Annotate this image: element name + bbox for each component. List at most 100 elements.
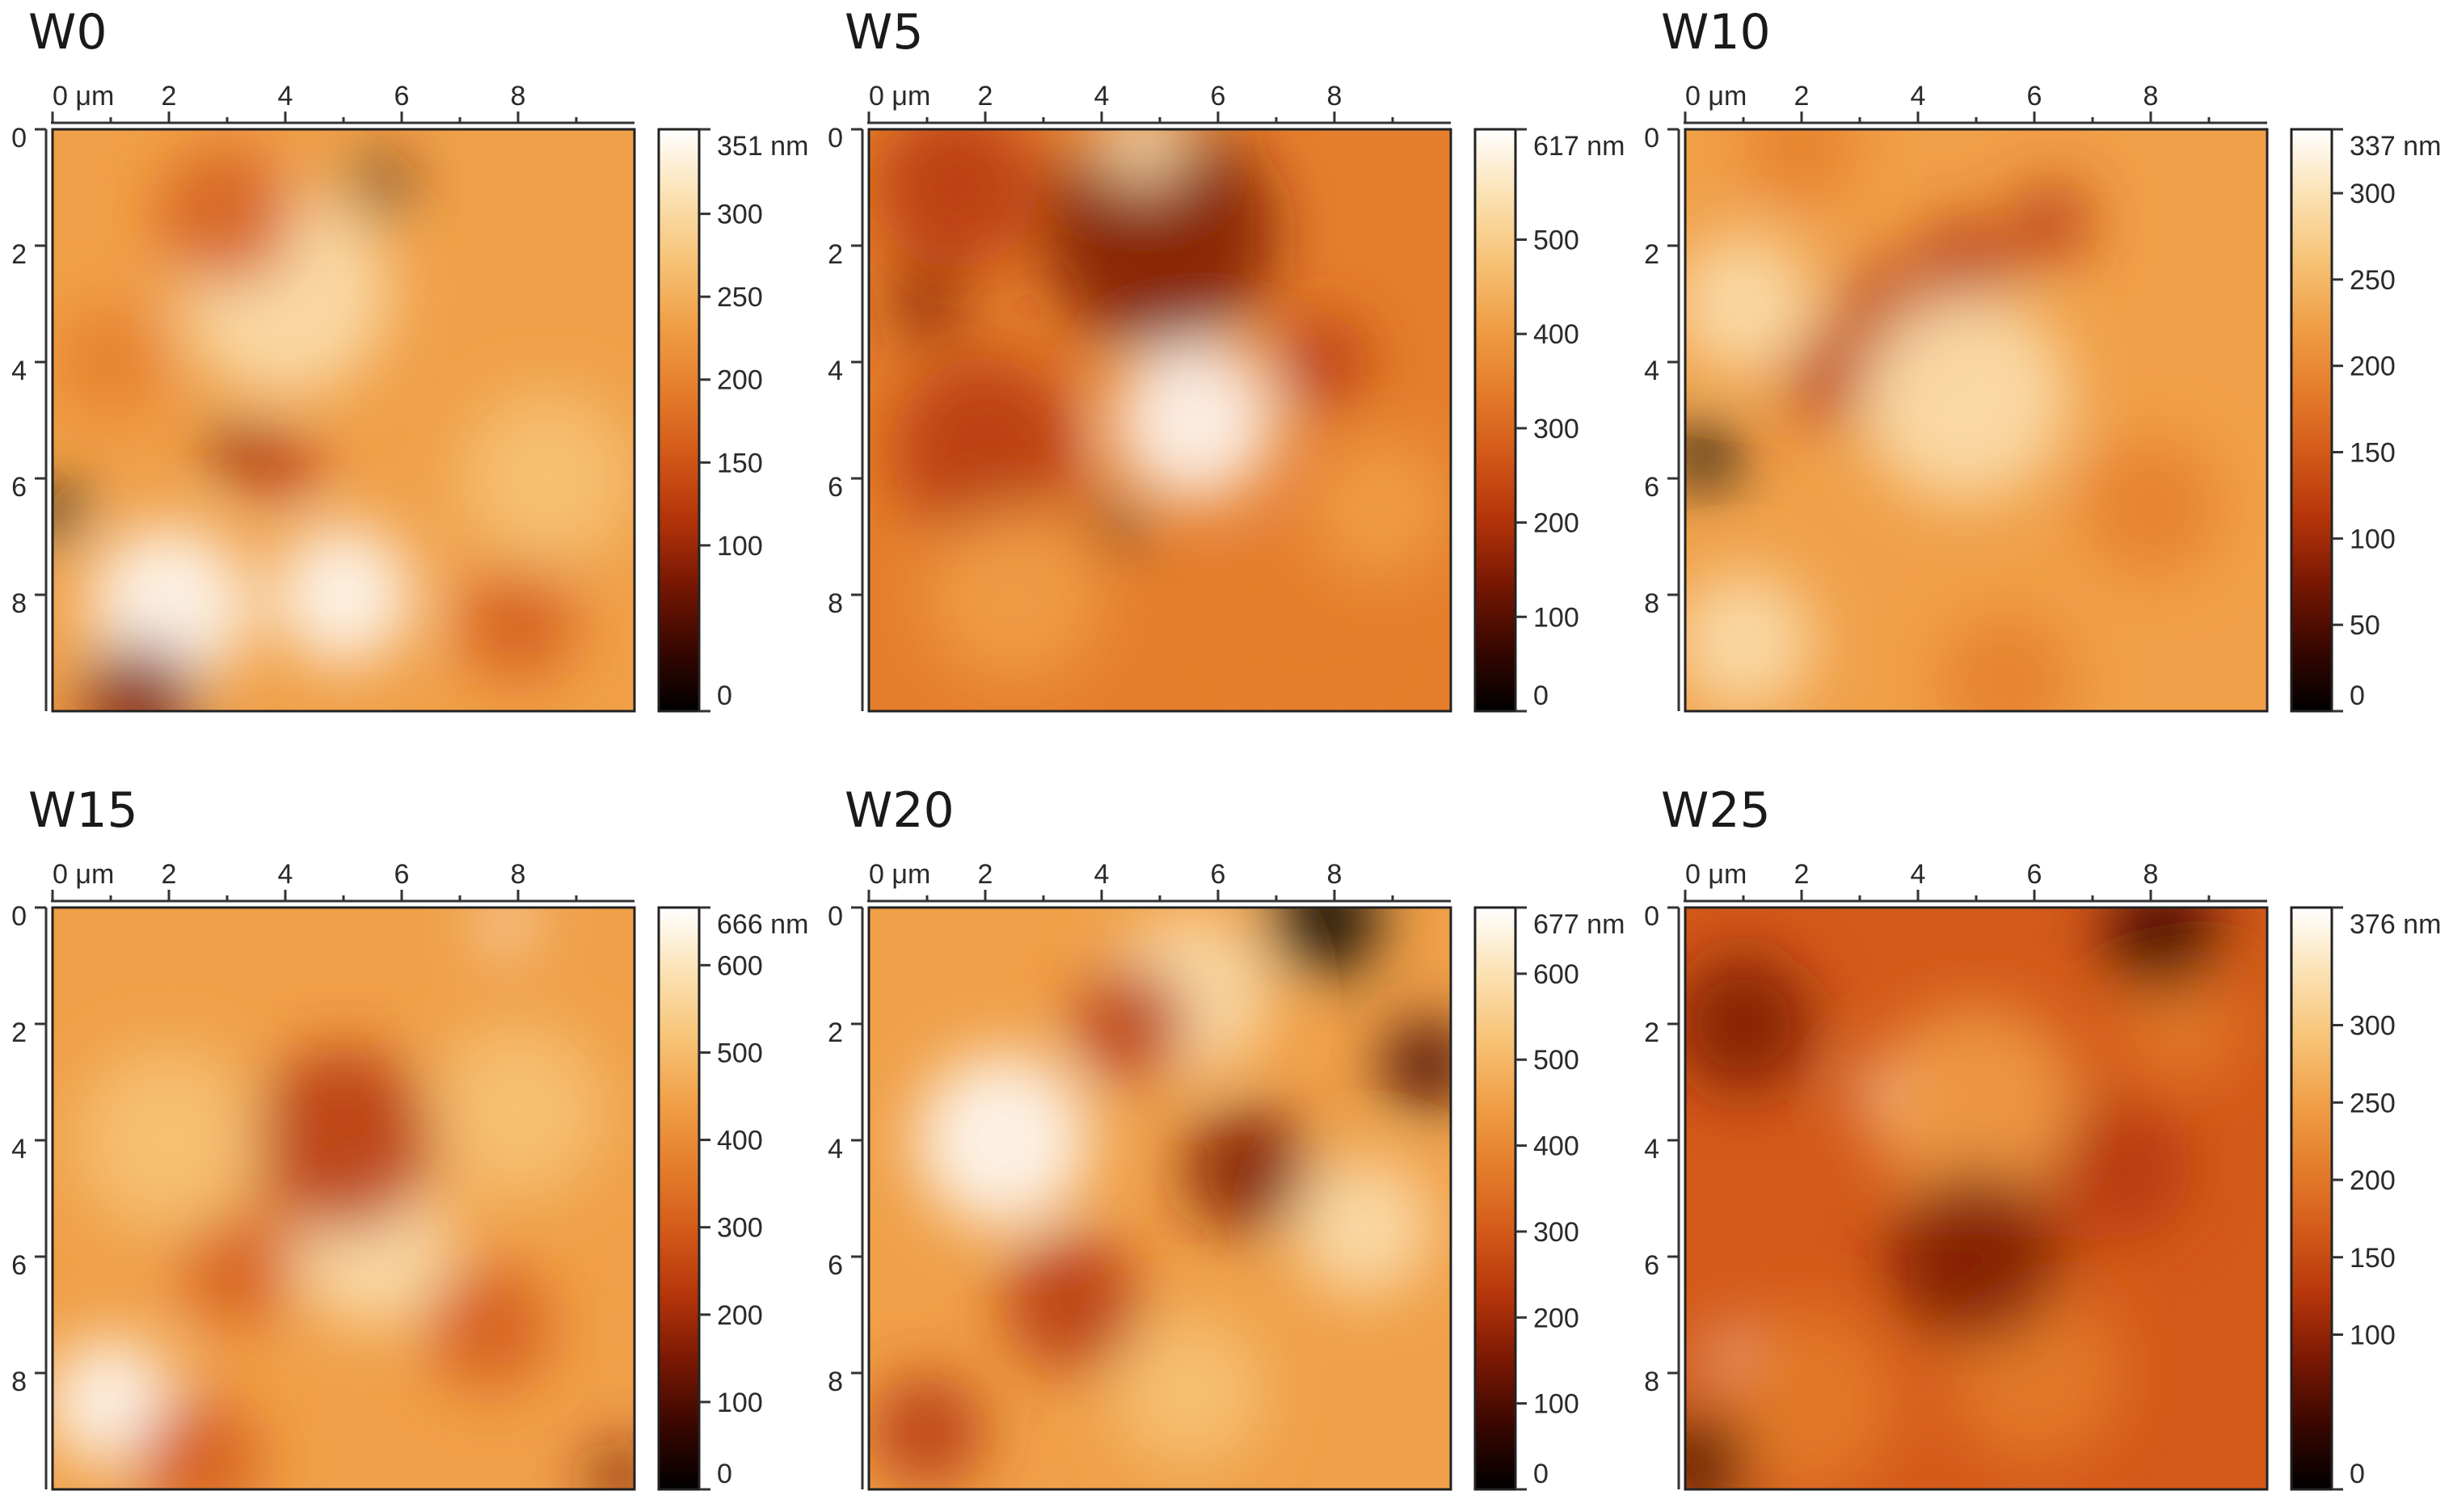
surface-feature — [82, 641, 198, 711]
panel-title: W0 — [28, 4, 107, 61]
y-tick-label: 4 — [11, 356, 27, 386]
surface-feature — [892, 356, 1079, 543]
surface-feature — [1685, 234, 1814, 374]
surface-feature — [1889, 1169, 2063, 1344]
image-frame — [1684, 906, 2269, 1491]
surface-feature — [1073, 966, 1189, 1082]
y-tick-label: 4 — [828, 1134, 843, 1165]
y-tick-label: 2 — [1644, 239, 1659, 270]
surface-feature — [53, 304, 169, 420]
x-tick-label: 6 — [394, 81, 410, 112]
height-map-image — [869, 908, 1451, 1489]
surface-feature — [588, 1443, 634, 1489]
image-frame — [1684, 128, 2269, 713]
y-tick-label: 6 — [828, 472, 843, 503]
surface-feature — [915, 1053, 1090, 1228]
x-tick-label: 2 — [162, 859, 177, 890]
colorbar-tick-label: 666 nm — [717, 909, 808, 940]
x-tick-label: 6 — [1211, 859, 1226, 890]
colorbar-tick-label: 500 — [1533, 225, 1579, 256]
surface-feature — [1182, 1105, 1312, 1234]
colorbar-tick-label: 200 — [1533, 1303, 1579, 1333]
colorbar-tick-label: 200 — [2350, 1165, 2396, 1196]
colorbar-tick-label: 0 — [2350, 680, 2365, 711]
surface-feature — [1043, 129, 1276, 351]
surface-feature — [2122, 966, 2238, 1082]
colorbar-tick-label: 200 — [1533, 508, 1579, 539]
height-colorbar — [1473, 128, 1517, 713]
colorbar-tick-label: 0 — [1533, 1459, 1549, 1489]
surface-feature — [1095, 129, 1189, 187]
surface-feature — [1784, 333, 1878, 427]
colorbar-tick-label: 0 — [717, 1459, 732, 1489]
surface-feature — [1276, 315, 1370, 409]
surface-feature — [1708, 1308, 1895, 1489]
surface-feature — [53, 484, 88, 543]
y-tick-label: 2 — [11, 1017, 27, 1048]
surface-feature — [483, 908, 530, 949]
surface-feature — [1224, 542, 1387, 705]
surface-feature — [1860, 292, 2070, 502]
surface-feature — [180, 1210, 297, 1327]
surface-feature — [250, 1047, 437, 1234]
y-tick-label: 6 — [11, 472, 27, 503]
x-tick-label: 0 μm — [53, 81, 114, 112]
y-tick-label: 4 — [1644, 356, 1659, 386]
y-tick-label: 2 — [828, 239, 843, 270]
height-map-image — [869, 129, 1451, 711]
colorbar-tick-label: 376 nm — [2350, 909, 2441, 940]
colorbar-tick-label: 150 — [2350, 1243, 2396, 1274]
panel-title: W25 — [1661, 782, 1771, 839]
y-tick-label: 0 — [11, 901, 27, 932]
afm-panel-w0: W0 0 μm 2 4 6 8 0 2 4 6 8 351 nm 300 250 200 150 100 0 — [11, 4, 808, 713]
height-map-image — [1685, 908, 2267, 1489]
colorbar-tick-label: 351 nm — [717, 131, 808, 162]
x-tick-label: 8 — [2143, 81, 2159, 112]
surface-feature — [460, 391, 634, 566]
colorbar-tick-label: 0 — [2350, 1459, 2365, 1489]
x-tick-label: 6 — [2027, 859, 2042, 890]
surface-feature — [1095, 501, 1143, 549]
height-map-image — [53, 908, 634, 1489]
colorbar-tick-label: 250 — [2350, 265, 2396, 296]
height-colorbar — [657, 128, 701, 713]
y-tick-label: 6 — [11, 1250, 27, 1281]
surface-feature — [273, 524, 414, 665]
y-tick-label: 6 — [1644, 472, 1659, 503]
colorbar-tick-label: 250 — [717, 282, 763, 313]
x-tick-label: 2 — [978, 81, 993, 112]
afm-panel-w10: W10 0 μm 2 4 6 8 0 2 4 6 8 337 nm 300 250 200 150 100 50 0 — [1644, 4, 2441, 713]
afm-panel-w5: W5 0 μm 2 4 6 8 0 2 4 6 8 617 nm 500 400 300 200 100 0 — [828, 4, 1625, 713]
colorbar-tick-label: 100 — [2350, 524, 2396, 554]
surface-feature — [2051, 1099, 2192, 1240]
y-tick-label: 4 — [828, 356, 843, 386]
colorbar-tick-label: 100 — [1533, 602, 1579, 633]
surface-feature — [892, 268, 963, 339]
height-map-image — [1685, 129, 2267, 711]
x-tick-label: 0 μm — [1685, 81, 1747, 112]
x-tick-label: 0 μm — [869, 81, 930, 112]
y-tick-label: 4 — [11, 1134, 27, 1165]
surface-feature — [1685, 1413, 1750, 1489]
surface-feature — [250, 432, 321, 502]
x-tick-label: 2 — [1794, 81, 1810, 112]
x-tick-label: 6 — [394, 859, 410, 890]
panel-title: W20 — [845, 782, 955, 839]
y-tick-label: 8 — [828, 588, 843, 619]
y-tick-label: 8 — [11, 588, 27, 619]
panel-title: W10 — [1661, 4, 1771, 61]
y-tick-label: 0 — [1644, 123, 1659, 154]
x-tick-label: 4 — [278, 81, 293, 112]
x-tick-label: 4 — [1094, 81, 1110, 112]
surface-feature — [1113, 1315, 1265, 1467]
surface-feature — [1311, 437, 1451, 578]
y-tick-label: 0 — [828, 123, 843, 154]
height-map-image — [53, 129, 634, 711]
colorbar-tick-label: 400 — [1533, 1131, 1579, 1162]
surface-feature — [1871, 1006, 2081, 1216]
colorbar-tick-label: 300 — [1533, 1217, 1579, 1248]
x-tick-label: 4 — [1911, 81, 1926, 112]
surface-feature — [1685, 571, 1814, 711]
x-tick-label: 8 — [511, 81, 526, 112]
